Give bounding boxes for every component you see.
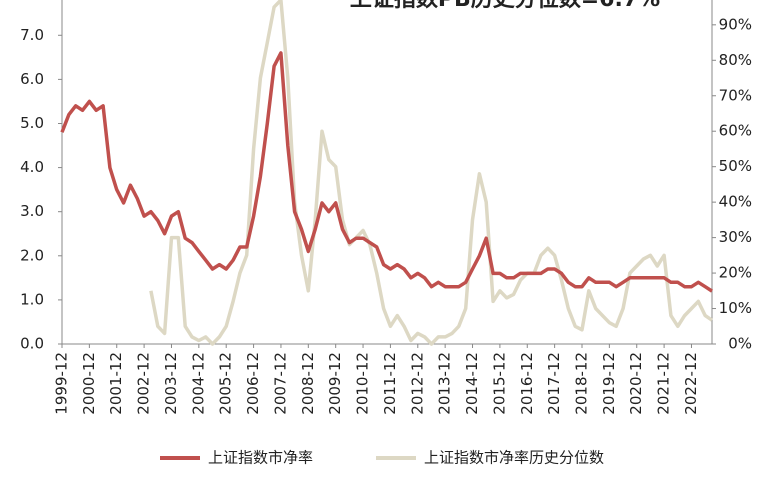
y2-tick-label: 20%	[719, 264, 752, 282]
x-tick-label: 2018-12	[573, 352, 591, 415]
y-tick-label: 7.0	[20, 26, 44, 44]
x-tick-label: 2010-12	[354, 352, 372, 415]
y-tick-label: 2.0	[20, 246, 44, 264]
x-tick-label: 2008-12	[299, 352, 317, 415]
series-line	[60, 51, 713, 293]
y2-tick-label: 60%	[719, 122, 752, 140]
x-tick-label: 1999-12	[53, 352, 71, 415]
x-tick-label: 2012-12	[408, 352, 426, 415]
x-tick-label: 2022-12	[682, 352, 700, 415]
series-line	[149, 0, 713, 346]
x-tick-label: 2001-12	[107, 352, 125, 415]
y2-tick-label: 30%	[719, 228, 752, 246]
x-tick-label: 2020-12	[627, 352, 645, 415]
y2-tick-label: 10%	[719, 299, 752, 317]
y2-tick-label: 80%	[719, 51, 752, 69]
x-tick-label: 2021-12	[655, 352, 673, 415]
x-tick-label: 2007-12	[271, 352, 289, 415]
x-tick-label: 2015-12	[490, 352, 508, 415]
y2-tick-label: 40%	[719, 193, 752, 211]
x-tick-label: 2005-12	[217, 352, 235, 415]
y-tick-label: 6.0	[20, 70, 44, 88]
x-tick-label: 2014-12	[463, 352, 481, 415]
y2-tick-label: 70%	[719, 86, 752, 104]
x-tick-label: 2004-12	[189, 352, 207, 415]
x-tick-label: 2019-12	[600, 352, 618, 415]
x-tick-label: 2011-12	[381, 352, 399, 415]
legend-label: 上证指数市净率历史分位数	[424, 449, 604, 467]
chart-title: 上证指数PB历史分位数=6.7%	[350, 0, 660, 12]
legend-label: 上证指数市净率	[208, 449, 313, 467]
y-tick-label: 0.0	[20, 335, 44, 353]
y-tick-label: 5.0	[20, 114, 44, 132]
y2-tick-label: 50%	[719, 157, 752, 175]
x-tick-label: 2016-12	[518, 352, 536, 415]
y2-tick-label: 90%	[719, 15, 752, 33]
x-tick-label: 2017-12	[545, 352, 563, 415]
x-tick-label: 2003-12	[162, 352, 180, 415]
x-tick-label: 2013-12	[436, 352, 454, 415]
y-tick-label: 3.0	[20, 202, 44, 220]
x-tick-label: 2009-12	[326, 352, 344, 415]
x-tick-label: 2000-12	[80, 352, 98, 415]
y-tick-label: 4.0	[20, 158, 44, 176]
y-tick-label: 1.0	[20, 290, 44, 308]
x-tick-label: 2006-12	[244, 352, 262, 415]
x-tick-label: 2002-12	[135, 352, 153, 415]
y2-tick-label: 0%	[728, 335, 752, 353]
